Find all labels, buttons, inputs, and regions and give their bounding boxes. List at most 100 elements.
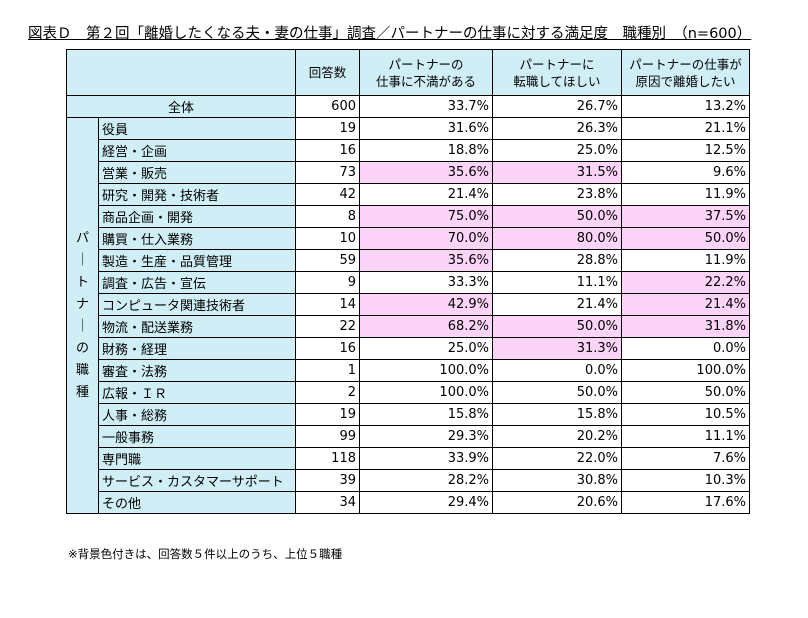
table-cell: 10.5% [621,403,750,426]
table-cell: 99 [295,425,360,448]
table-row: 一般事務 99 29.3% 20.2% 11.1% [67,425,750,448]
table-row: パ｜トナ｜の職種役員 19 31.6% 26.3% 21.1% [66,117,750,514]
table-cell: 59 [295,249,360,272]
table-row: 製造・生産・品質管理 59 35.6% 28.8% 11.9% [67,249,750,272]
table-cell: 21.1% [621,117,750,140]
table-cell: 50.0% [492,315,622,338]
table-cell: 37.5% [621,205,750,228]
total-cell: 26.7% [492,95,622,118]
table-cell: 118 [295,447,360,470]
table-row: 営業・販売 73 35.6% 31.5% 9.6% [67,161,750,184]
table-cell: 9 [295,271,360,294]
table-cell: 16 [295,139,360,162]
table-cell: 12.5% [621,139,750,162]
footnote: ※背景色付きは、回答数５件以上のうち、上位５職種 [68,547,343,561]
row-label: 調査・広告・宣伝 [98,271,296,294]
table-row: コンピュータ関連技術者 14 42.9% 21.4% 21.4% [67,293,750,316]
row-label: 財務・経理 [98,337,296,360]
table-cell: 50.0% [621,227,750,250]
row-label: 一般事務 [98,425,296,448]
header-col-1: パートナーの 仕事に不満がある [359,49,493,96]
table-row: 研究・開発・技術者 42 21.4% 23.8% 11.9% [67,183,750,206]
table-cell: 28.8% [492,249,622,272]
row-label: 人事・総務 [98,403,296,426]
table-cell: 80.0% [492,227,622,250]
table-cell: 50.0% [492,205,622,228]
table-cell: 20.2% [492,425,622,448]
row-label: 経営・企画 [98,139,296,162]
group-label: パ｜トナ｜の職種 [66,117,99,514]
table-cell: 21.4% [359,183,493,206]
table-cell: 22.2% [621,271,750,294]
table-cell: 11.1% [492,271,622,294]
table-cell: 20.6% [492,491,622,514]
table-cell: 10 [295,227,360,250]
table-cell: 29.3% [359,425,493,448]
table-cell: 22.0% [492,447,622,470]
table-cell: 50.0% [492,381,622,404]
row-label: その他 [98,491,296,514]
table-cell: 15.8% [492,403,622,426]
table-row: 購買・仕入業務 10 70.0% 80.0% 50.0% [67,227,750,250]
row-label: 研究・開発・技術者 [98,183,296,206]
satisfaction-table: 回答数 パートナーの 仕事に不満がある パートナーに 転職してほしい パートナーの仕… [66,49,750,514]
table-cell: 17.6% [621,491,750,514]
table-cell: 1 [295,359,360,382]
table-cell: 7.6% [621,447,750,470]
header-col-0: 回答数 [295,49,360,96]
table-cell: 35.6% [359,249,493,272]
table-cell: 70.0% [359,227,493,250]
table-cell: 8 [295,205,360,228]
table-row: 経営・企画 16 18.8% 25.0% 12.5% [67,139,750,162]
table-cell: 31.8% [621,315,750,338]
table-row: 専門職 118 33.9% 22.0% 7.6% [67,447,750,470]
total-label: 全体 [66,95,296,118]
table-cell: 75.0% [359,205,493,228]
table-cell: 19 [295,117,360,140]
table-cell: 100.0% [359,381,493,404]
table-cell: 25.0% [492,139,622,162]
header-col-3: パートナーの仕事が 原因で離婚したい [621,49,750,96]
header-row: 回答数 パートナーの 仕事に不満がある パートナーに 転職してほしい パートナーの仕… [66,49,750,96]
table-row: 調査・広告・宣伝 9 33.3% 11.1% 22.2% [67,271,750,294]
table-cell: 39 [295,469,360,492]
table-cell: 31.5% [492,161,622,184]
table-cell: 19 [295,403,360,426]
table-cell: 11.1% [621,425,750,448]
row-label: コンピュータ関連技術者 [98,293,296,316]
table-cell: 42 [295,183,360,206]
table-cell: 10.3% [621,469,750,492]
row-label: 専門職 [98,447,296,470]
table-cell: 31.3% [492,337,622,360]
table-cell: 14 [295,293,360,316]
table-cell: 100.0% [621,359,750,382]
table-cell: 25.0% [359,337,493,360]
table-row: 広報・ＩＲ 2 100.0% 50.0% 50.0% [67,381,750,404]
row-label: 役員 [98,117,296,140]
table-cell: 68.2% [359,315,493,338]
table-row: 商品企画・開発 8 75.0% 50.0% 37.5% [67,205,750,228]
total-row: 全体 600 33.7% 26.7% 13.2% [66,95,750,118]
table-cell: 34 [295,491,360,514]
table-cell: 33.3% [359,271,493,294]
table-row: 審査・法務 1 100.0% 0.0% 100.0% [67,359,750,382]
total-cell: 33.7% [359,95,493,118]
table-cell: 18.8% [359,139,493,162]
table-row: 財務・経理 16 25.0% 31.3% 0.0% [67,337,750,360]
row-label: 物流・配送業務 [98,315,296,338]
table-cell: 73 [295,161,360,184]
chart-title: 図表Ｄ 第２回「離婚したくなる夫・妻の仕事」調査／パートナーの仕事に対する満足度… [28,26,752,42]
table-cell: 30.8% [492,469,622,492]
table-row: 物流・配送業務 22 68.2% 50.0% 31.8% [67,315,750,338]
row-label: 商品企画・開発 [98,205,296,228]
table-cell: 11.9% [621,183,750,206]
table-row: その他 34 29.4% 20.6% 17.6% [67,491,750,514]
row-label: 審査・法務 [98,359,296,382]
table-cell: 31.6% [359,117,493,140]
table-cell: 50.0% [621,381,750,404]
table-cell: 21.4% [492,293,622,316]
table-cell: 35.6% [359,161,493,184]
table-cell: 21.4% [621,293,750,316]
header-col-2: パートナーに 転職してほしい [492,49,622,96]
table-cell: 23.8% [492,183,622,206]
